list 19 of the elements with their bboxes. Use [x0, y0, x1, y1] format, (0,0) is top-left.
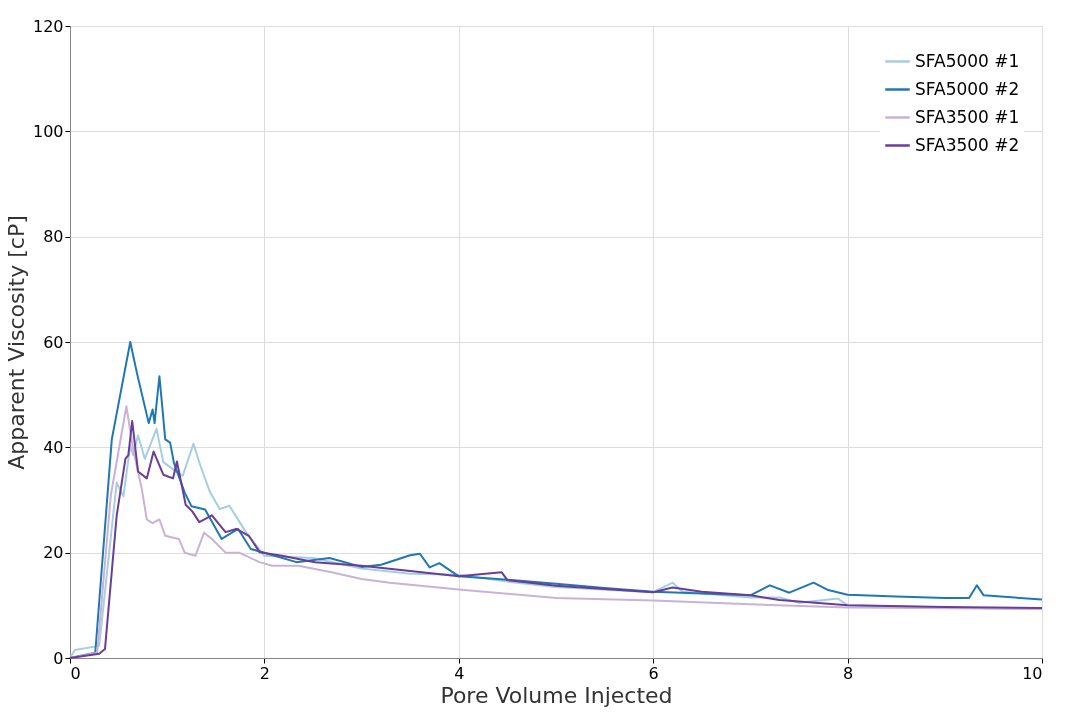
y-tick-label: 0 — [53, 648, 64, 668]
x-axis-title: Pore Volume Injected — [440, 682, 673, 708]
y-tick-label: 60 — [43, 332, 64, 352]
y-tick-label: 120 — [32, 16, 64, 36]
x-tick-label: 4 — [454, 663, 465, 683]
legend-label: SFA3500 #2 — [915, 134, 1020, 155]
x-tick-label: 10 — [1022, 663, 1043, 683]
x-tick-label: 0 — [70, 663, 81, 683]
x-tick-label: 6 — [648, 663, 659, 683]
x-tick-label: 2 — [259, 663, 270, 683]
y-tick-label: 40 — [43, 437, 64, 457]
legend-label: SFA5000 #2 — [915, 78, 1020, 99]
y-tick-label: 80 — [43, 227, 64, 247]
legend-label: SFA5000 #1 — [915, 50, 1020, 71]
y-tick-label: 20 — [43, 543, 64, 563]
y-tick-label: 100 — [32, 121, 64, 141]
y-axis-title: Apparent Viscosity [cP] — [3, 215, 29, 470]
legend-label: SFA3500 #1 — [915, 106, 1020, 127]
x-tick-label: 8 — [843, 663, 854, 683]
